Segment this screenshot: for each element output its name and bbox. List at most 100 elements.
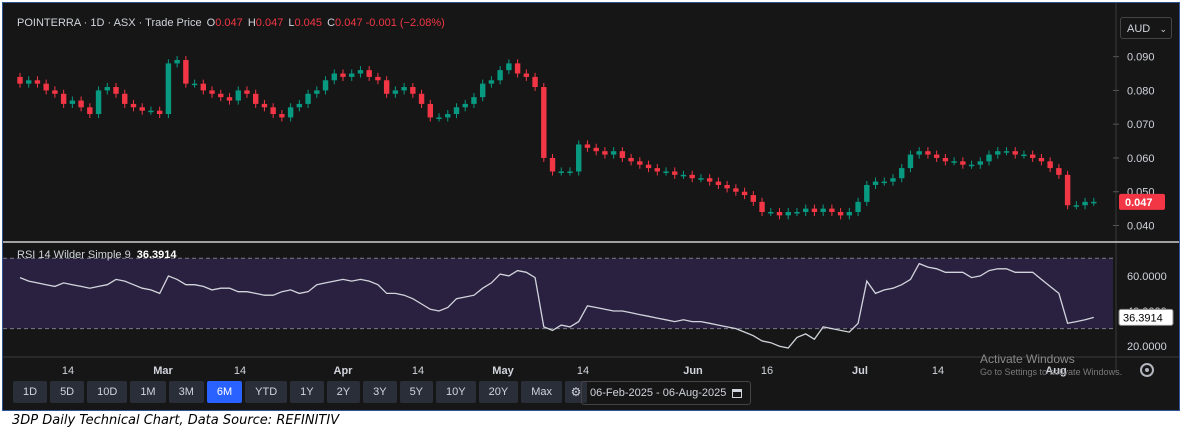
timeframe-button-1y[interactable]: 1Y: [290, 381, 324, 403]
candle-body: [200, 83, 207, 91]
timeframe-button-10d[interactable]: 10D: [87, 381, 128, 403]
candle-body: [95, 90, 102, 115]
candle-body: [331, 73, 337, 81]
candle-body: [584, 144, 591, 148]
candle-body: [139, 107, 145, 111]
x-tick-label: 16: [761, 365, 773, 377]
candle-body: [907, 154, 914, 169]
candle-body: [654, 168, 660, 172]
candle-body: [235, 90, 241, 101]
candle-body: [672, 171, 678, 175]
candle-body: [680, 174, 687, 177]
currency-select[interactable]: AUD ⌄: [1120, 17, 1172, 39]
timeframe-button-5d[interactable]: 5D: [50, 381, 85, 403]
candle-body: [942, 157, 949, 162]
x-tick-label: 14: [62, 365, 74, 377]
candle-body: [1038, 157, 1045, 162]
candle-body: [750, 195, 757, 202]
candle-body: [314, 90, 320, 94]
candle-body: [968, 164, 975, 167]
candle-body: [1003, 151, 1010, 153]
date-range-label: 06-Feb-2025 - 06-Aug-2025: [590, 387, 727, 399]
candle-body: [436, 117, 442, 119]
candle-body: [183, 60, 189, 84]
open-label: O: [206, 17, 216, 29]
price-tick-label: 0.060: [1127, 153, 1155, 165]
candle-body: [60, 93, 67, 104]
candle-body: [715, 181, 722, 185]
candle-body: [357, 70, 364, 74]
candle-body: [951, 161, 957, 163]
timeframe-button-20y[interactable]: 20Y: [478, 381, 519, 403]
candle-body: [130, 103, 137, 108]
candle-body: [689, 174, 695, 179]
x-tick-label: Mar: [153, 365, 173, 377]
candle-body: [619, 151, 626, 158]
x-tick-label: May: [492, 365, 514, 377]
timeframe-button-1d[interactable]: 1D: [13, 381, 48, 403]
timeframe-button-ytd[interactable]: YTD: [245, 381, 288, 403]
low-value: 0.045: [294, 17, 323, 29]
candle-body: [933, 154, 940, 158]
candle-body: [855, 201, 861, 212]
chart-frame: 0.090 0.080 0.070 0.060 0.050 0.040 0.047 60.00…: [2, 2, 1180, 411]
candle-body: [759, 201, 765, 212]
candle-body: [593, 147, 599, 152]
x-tick-label: Jul: [852, 365, 868, 377]
candle-body: [34, 80, 41, 84]
candle-body: [960, 161, 966, 165]
candle-body: [724, 184, 730, 189]
candle-body: [663, 171, 669, 173]
timeframe-button-1m[interactable]: 1M: [130, 381, 166, 403]
rsi-tick-label: 20.0000: [1127, 341, 1167, 353]
candle-body: [226, 97, 233, 101]
last-price-badge: [1119, 193, 1165, 210]
rsi-value-badge: [1118, 308, 1174, 326]
candle-body: [322, 80, 329, 91]
timeframe-button-10y[interactable]: 10Y: [436, 381, 476, 403]
high-value: 0.047: [255, 17, 284, 29]
timeframe-button-3y[interactable]: 3Y: [363, 381, 397, 403]
rsi-tick-label: 60.0000: [1127, 271, 1167, 283]
rsi-value: 36.3914: [136, 249, 177, 261]
candle-body: [1029, 154, 1036, 158]
candle-body: [872, 181, 879, 185]
candle-body: [427, 103, 434, 118]
settings-icon[interactable]: [1140, 363, 1154, 377]
candle-body: [392, 90, 399, 94]
timeframe-button-max[interactable]: Max: [521, 381, 562, 403]
x-tick-label: 14: [234, 365, 246, 377]
candle-body: [479, 83, 486, 98]
candle-body: [462, 103, 468, 108]
rsi-value-badge-label: 36.3914: [1123, 312, 1163, 324]
candle-body: [296, 103, 303, 108]
calendar-icon: [732, 388, 743, 398]
candle-body: [218, 93, 224, 98]
candle-body: [1091, 201, 1097, 204]
candle-body: [349, 73, 355, 77]
symbol-label: POINTERRA · 1D · ASX · Trade Price: [17, 17, 202, 29]
candle-body: [445, 114, 451, 118]
candle-body: [43, 83, 49, 91]
timeframe-button-2y[interactable]: 2Y: [326, 381, 361, 403]
x-tick-label: 14: [577, 365, 589, 377]
candle-body: [471, 97, 477, 104]
price-tick-label: 0.070: [1127, 119, 1155, 131]
candle-body: [418, 93, 425, 104]
timeframe-button-5y[interactable]: 5Y: [399, 381, 434, 403]
candle-body: [87, 107, 93, 115]
timeframe-button-3m[interactable]: 3M: [168, 381, 204, 403]
close-label: C: [327, 17, 336, 29]
price-legend: POINTERRA · 1D · ASX · Trade Price O 0.04…: [17, 17, 445, 29]
candle-body: [165, 63, 172, 115]
price-chart-canvas: 0.0900.0800.0700.0600.0500.0400.04760.00…: [3, 3, 1179, 377]
timeframe-button-6m[interactable]: 6M: [206, 381, 243, 403]
timeframe-toolbar: 1D 5D 10D 1M 3M 6M YTD 1Y 2Y 3Y 5Y 10Y 20Y Max ⚙: [13, 381, 587, 403]
candle-body: [113, 87, 119, 94]
chevron-down-icon: ⌄: [1159, 24, 1167, 34]
candle-body: [785, 211, 791, 216]
candle-body: [366, 70, 372, 77]
candle-body: [1056, 168, 1062, 175]
date-range-picker[interactable]: 06-Feb-2025 - 06-Aug-2025: [581, 381, 752, 405]
candle-body: [864, 184, 870, 202]
